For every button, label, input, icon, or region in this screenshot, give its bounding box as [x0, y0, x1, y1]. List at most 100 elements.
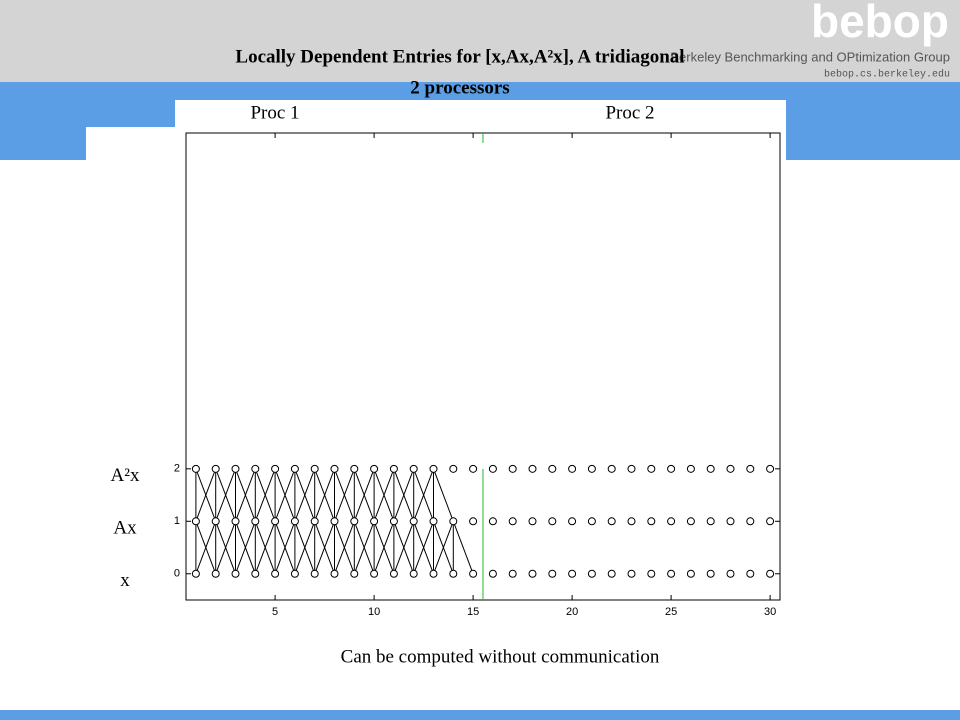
- proc-label: Proc 2: [605, 102, 654, 123]
- header-band: [0, 0, 960, 82]
- level-label: Ax: [113, 518, 137, 539]
- entry: [607, 464, 616, 473]
- entry: [667, 517, 676, 526]
- entry: [409, 464, 418, 473]
- entry: [766, 517, 775, 526]
- level-label: x: [120, 570, 130, 591]
- group-name: Berkeley Benchmarking and OPtimization G…: [670, 49, 950, 64]
- dependency-edge: [274, 468, 296, 522]
- dependency-edge: [393, 468, 415, 522]
- y-tick-label: 1: [174, 515, 180, 527]
- entry: [310, 569, 319, 578]
- entry: [290, 569, 299, 578]
- entry: [469, 464, 478, 473]
- dependency-edge: [413, 521, 434, 574]
- dependency-edge: [235, 468, 256, 522]
- entry: [409, 569, 418, 578]
- entry: [528, 569, 537, 578]
- entry: [607, 569, 616, 578]
- entry: [647, 464, 656, 473]
- entry: [488, 569, 497, 578]
- entry: [469, 517, 478, 526]
- entry: [370, 517, 379, 526]
- dependency-edge: [254, 521, 276, 574]
- entry: [627, 569, 636, 578]
- dependency-edge: [195, 468, 217, 522]
- dependency-edge: [254, 468, 276, 522]
- entry: [548, 517, 557, 526]
- dependency-edge: [215, 521, 236, 574]
- entry: [211, 517, 220, 526]
- entry: [211, 464, 220, 473]
- entry: [191, 464, 200, 473]
- entry: [706, 517, 715, 526]
- entry: [587, 569, 596, 578]
- entry: [548, 464, 557, 473]
- entry: [370, 569, 379, 578]
- dependency-edge: [433, 521, 454, 574]
- entry: [330, 569, 339, 578]
- entry: [389, 517, 398, 526]
- entry: [686, 464, 695, 473]
- dependency-edge: [452, 521, 474, 574]
- entry: [667, 464, 676, 473]
- caption: Can be computed without communication: [341, 646, 660, 667]
- entry: [746, 517, 755, 526]
- dependency-edge: [413, 468, 434, 522]
- entry: [548, 569, 557, 578]
- plot-panel: [175, 100, 786, 640]
- footer-band: [0, 710, 960, 720]
- entry: [726, 569, 735, 578]
- subtitle: 2 processors: [410, 77, 509, 98]
- entry: [667, 569, 676, 578]
- entry: [647, 517, 656, 526]
- entry: [528, 464, 537, 473]
- entry: [726, 464, 735, 473]
- entry: [251, 517, 260, 526]
- entry: [271, 464, 280, 473]
- x-tick-label: 25: [665, 606, 677, 618]
- entry: [627, 517, 636, 526]
- entry: [191, 517, 200, 526]
- entry: [488, 464, 497, 473]
- entry: [469, 569, 478, 578]
- entry: [568, 569, 577, 578]
- entry: [310, 464, 319, 473]
- dependency-edge: [393, 521, 415, 574]
- entry: [350, 569, 359, 578]
- dependency-edge: [353, 521, 375, 574]
- entry: [706, 569, 715, 578]
- x-tick-label: 20: [566, 606, 578, 618]
- entry: [746, 569, 755, 578]
- entry: [568, 517, 577, 526]
- dependency-edge: [334, 468, 355, 522]
- group-url: bebop.cs.berkeley.edu: [824, 69, 950, 81]
- dependency-edge: [334, 521, 355, 574]
- level-label: A²x: [111, 465, 140, 486]
- x-tick-label: 15: [467, 606, 479, 618]
- title: Locally Dependent Entries for [x,Ax,A²x]…: [235, 46, 684, 67]
- entry: [766, 464, 775, 473]
- proc-label: Proc 1: [250, 102, 299, 123]
- entry: [231, 569, 240, 578]
- entry: [330, 517, 339, 526]
- dependency-edge: [373, 521, 395, 574]
- entry: [191, 569, 200, 578]
- entry: [587, 464, 596, 473]
- x-tick-label: 10: [368, 606, 380, 618]
- dependency-edge: [353, 468, 375, 522]
- dependency-edge: [294, 521, 316, 574]
- entry: [271, 517, 280, 526]
- y-tick-label: 2: [174, 463, 180, 475]
- entry: [488, 517, 497, 526]
- entry: [389, 569, 398, 578]
- entry: [330, 464, 339, 473]
- dependency-edge: [314, 468, 335, 522]
- entry: [310, 517, 319, 526]
- entry: [746, 464, 755, 473]
- entry: [429, 569, 438, 578]
- dependency-edge: [373, 468, 395, 522]
- entry: [627, 464, 636, 473]
- entry: [449, 464, 458, 473]
